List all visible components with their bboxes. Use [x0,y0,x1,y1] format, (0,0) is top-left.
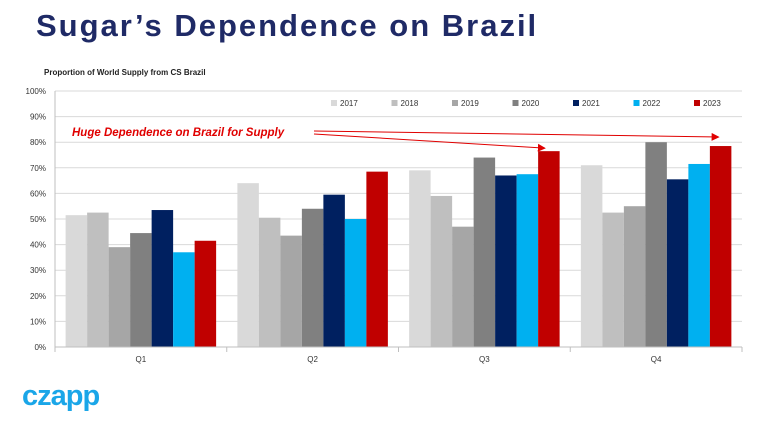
bar-2019-Q4 [623,206,646,347]
bar-2017-Q2 [237,183,259,347]
y-tick-label: 70% [30,164,46,173]
legend-label-2020: 2020 [522,99,540,108]
bar-2019-Q1 [108,247,131,347]
y-tick-label: 10% [30,317,46,326]
bar-2021-Q3 [495,175,517,347]
bar-2018-Q1 [87,212,109,347]
bar-2022-Q4 [688,163,710,347]
legend-swatch-2023 [694,100,700,106]
bar-2018-Q4 [602,212,624,347]
chart-title: Proportion of World Supply from CS Brazi… [44,68,206,77]
legend-swatch-2020 [512,100,519,106]
legend: 2017 2018 2019 2020 2021 2022 2023 [331,99,721,108]
bar-2020-Q3 [473,157,496,347]
legend-label-2018: 2018 [401,99,419,108]
bar-2019-Q2 [280,235,302,347]
bar-2017-Q3 [409,170,431,347]
bar-2017-Q1 [65,215,88,347]
czapp-logo: czapp [22,380,100,412]
annotation: Huge Dependence on Brazil for Supply [72,127,720,152]
slide-title: Sugar’s Dependence on Brazil [36,8,539,43]
legend-swatch-2017 [331,100,337,106]
bar-2017-Q4 [580,165,603,347]
bar-2019-Q3 [452,226,474,347]
bar-2022-Q1 [173,252,195,347]
bar-2023-Q4 [709,146,732,347]
x-tick-label: Q4 [651,355,662,364]
bar-2020-Q1 [130,233,152,347]
legend-label-2017: 2017 [340,99,358,108]
y-tick-label: 60% [30,189,46,198]
x-tick-label: Q3 [479,355,490,364]
y-tick-label: 0% [34,343,46,352]
bar-2021-Q2 [323,194,345,347]
y-tick-label: 50% [30,215,46,224]
bar-2018-Q2 [258,217,281,347]
bar-2020-Q2 [301,208,324,347]
y-axis-ticks: 0% 10% 20% 30% 40% 50% 60% 70% 80% 90% 100% [26,87,46,352]
annotation-text: Huge Dependence on Brazil for Supply [72,127,285,139]
y-tick-label: 80% [30,138,46,147]
y-tick-label: 40% [30,241,46,250]
bar-2021-Q1 [151,210,174,347]
bar-2022-Q3 [516,174,539,347]
bar-2022-Q2 [344,219,367,347]
bar-2021-Q4 [666,179,689,347]
y-tick-label: 30% [30,266,46,275]
bar-2023-Q2 [366,171,388,347]
x-tick-label: Q2 [307,355,318,364]
bar-2023-Q1 [194,240,217,347]
bar-2018-Q3 [430,195,453,347]
legend-swatch-2021 [573,100,579,106]
annotation-arrow-q3 [313,133,546,152]
bars [65,142,732,347]
bar-2020-Q4 [645,142,667,347]
y-tick-label: 100% [26,87,46,96]
legend-label-2022: 2022 [643,99,661,108]
legend-swatch-2022 [633,100,640,106]
legend-label-2023: 2023 [703,99,721,108]
y-tick-label: 20% [30,292,46,301]
legend-label-2021: 2021 [582,99,600,108]
legend-swatch-2019 [452,100,458,106]
x-axis-ticks: Q1 Q2 Q3 Q4 [54,346,743,364]
legend-label-2019: 2019 [461,99,479,108]
legend-swatch-2018 [391,100,398,106]
x-tick-label: Q1 [136,355,147,364]
bar-2023-Q3 [538,151,560,347]
annotation-arrow-q4 [313,130,720,141]
y-tick-label: 90% [30,113,46,122]
